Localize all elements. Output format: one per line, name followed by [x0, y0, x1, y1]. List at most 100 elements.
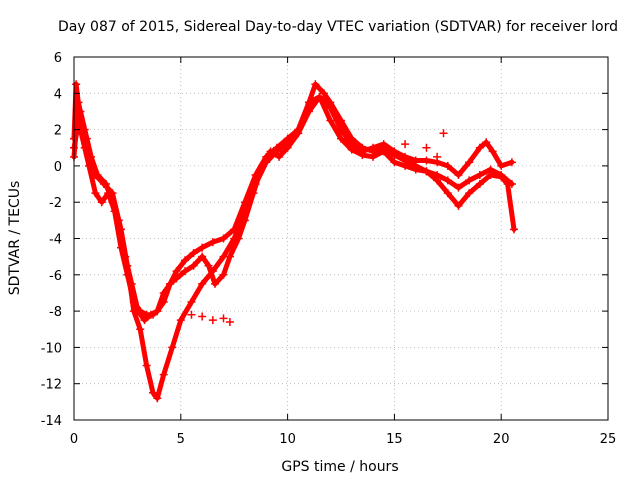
data-point: [401, 152, 410, 161]
data-point: [168, 343, 177, 352]
data-point: [187, 298, 196, 307]
grid: [74, 57, 608, 420]
data-point: [422, 156, 431, 165]
x-tick-label: 20: [493, 432, 510, 447]
data-point: [283, 143, 292, 152]
series-layer: [70, 80, 519, 403]
data-point: [97, 198, 106, 207]
data-point: [411, 165, 420, 174]
data-point: [134, 307, 143, 316]
y-tick-label: -4: [49, 233, 62, 248]
y-tick-label: 4: [54, 87, 62, 102]
data-point: [146, 310, 155, 319]
data-point: [198, 243, 207, 252]
data-point: [294, 129, 303, 138]
y-tick-label: -12: [41, 378, 62, 393]
data-point: [127, 279, 136, 288]
data-point: [454, 183, 463, 192]
data-point: [210, 279, 219, 288]
y-tick-label: -6: [49, 269, 62, 284]
data-point: [159, 370, 168, 379]
data-point: [401, 140, 410, 149]
data-point: [80, 125, 89, 134]
data-point: [189, 249, 198, 258]
data-point: [219, 314, 228, 323]
data-point: [172, 267, 181, 276]
data-point: [114, 216, 123, 225]
data-point: [275, 152, 284, 161]
data-point: [326, 103, 335, 112]
data-point: [219, 270, 228, 279]
data-point: [475, 170, 484, 179]
data-point: [465, 176, 474, 185]
data-point: [443, 161, 452, 170]
data-point: [486, 165, 495, 174]
data-point: [87, 152, 96, 161]
data-point: [369, 152, 378, 161]
data-point: [433, 152, 442, 161]
data-point: [369, 143, 378, 152]
data-point: [439, 129, 448, 138]
x-tick-label: 25: [600, 432, 617, 447]
data-point: [266, 147, 275, 156]
x-tick-label: 15: [386, 432, 403, 447]
data-point: [153, 307, 162, 316]
data-point: [240, 216, 249, 225]
data-point: [142, 361, 151, 370]
data-point: [72, 80, 81, 89]
y-tick-label: -10: [41, 341, 62, 356]
data-point: [319, 89, 328, 98]
data-point: [166, 279, 175, 288]
y-tick-label: 0: [54, 160, 62, 175]
data-point: [153, 394, 162, 403]
data-point: [358, 147, 367, 156]
data-point: [257, 161, 266, 170]
data-point: [136, 325, 145, 334]
data-point: [198, 312, 207, 321]
y-tick-label: -14: [41, 414, 62, 429]
data-point: [304, 107, 313, 116]
data-point: [204, 261, 213, 270]
y-tick-label: -2: [49, 196, 62, 211]
data-point: [108, 198, 117, 207]
series-line: [71, 81, 517, 318]
y-tick-label: 6: [54, 51, 62, 66]
data-point: [159, 288, 168, 297]
data-point: [181, 256, 190, 265]
series-track-3: [70, 92, 516, 325]
x-tick-label: 5: [177, 432, 185, 447]
x-tick-label: 0: [70, 432, 78, 447]
data-point: [225, 317, 234, 326]
data-point: [181, 267, 190, 276]
data-point: [401, 161, 410, 170]
data-point: [315, 92, 324, 101]
data-point: [91, 189, 100, 198]
data-point: [311, 80, 320, 89]
data-point: [482, 138, 491, 147]
data-point: [443, 176, 452, 185]
data-point: [465, 158, 474, 167]
data-point: [433, 170, 442, 179]
data-point: [198, 252, 207, 261]
data-point: [208, 238, 217, 247]
data-point: [234, 234, 243, 243]
data-point: [249, 189, 258, 198]
data-point: [379, 147, 388, 156]
data-point: [225, 252, 234, 261]
data-point: [337, 134, 345, 143]
data-point: [379, 140, 388, 149]
data-point: [187, 310, 196, 319]
data-point: [488, 147, 497, 156]
data-point: [422, 143, 431, 152]
data-point: [422, 167, 431, 176]
data-point: [140, 316, 149, 325]
data-point: [189, 261, 198, 270]
data-point: [465, 189, 474, 198]
data-point: [507, 180, 516, 189]
data-point: [172, 274, 181, 283]
series-track-1: [70, 80, 519, 319]
data-point: [443, 189, 452, 198]
data-point: [454, 170, 463, 179]
data-point: [304, 98, 313, 107]
